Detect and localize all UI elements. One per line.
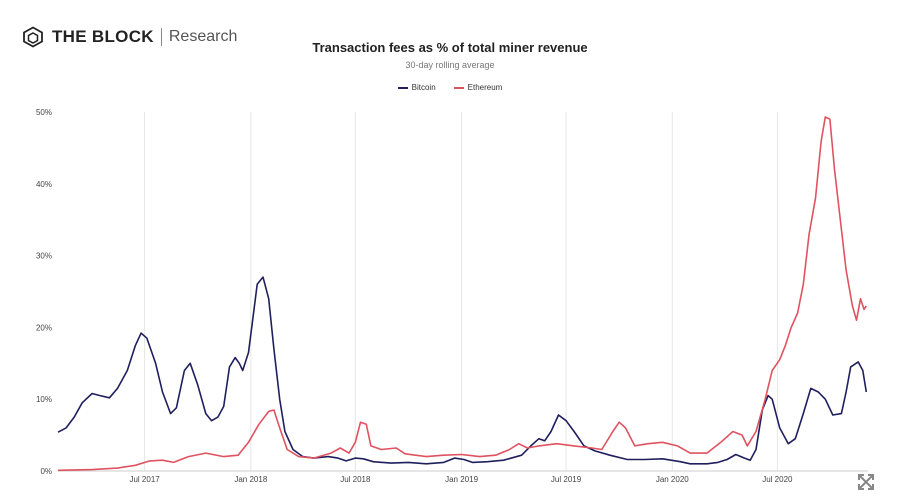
legend-item-bitcoin[interactable]: Bitcoin [397,83,436,92]
x-tick-label: Jul 2018 [340,475,371,484]
x-tick-label: Jan 2019 [445,475,478,484]
x-tick-label: Jul 2019 [551,475,582,484]
brand-divider [160,28,162,46]
y-tick-label: 20% [36,323,52,332]
legend-swatch-ethereum [453,86,464,89]
cube-icon [23,26,43,48]
chart-legend: Bitcoin Ethereum [0,83,900,92]
x-tick-label: Jul 2017 [129,475,160,484]
legend-label-ethereum: Ethereum [467,83,503,92]
chart-title: Transaction fees as % of total miner rev… [312,40,588,55]
y-tick-label: 40% [36,180,52,189]
legend-swatch-bitcoin [397,86,408,89]
chart-subtitle: 30-day rolling average [405,60,495,70]
expand-icon[interactable] [856,472,876,492]
y-tick-label: 10% [36,395,52,404]
series-line-ethereum [57,116,867,472]
series-line-bitcoin [57,276,868,465]
legend-item-ethereum[interactable]: Ethereum [453,83,503,92]
x-tick-label: Jul 2020 [762,475,793,484]
y-tick-label: 50% [36,108,52,117]
brand-section: Research [168,28,238,45]
x-tick-label: Jan 2020 [656,475,689,484]
legend-label-bitcoin: Bitcoin [411,83,436,92]
brand-logo: THE BLOCK Research [22,24,237,50]
y-tick-label: 0% [40,467,52,476]
y-tick-label: 30% [36,252,52,261]
x-tick-label: Jan 2018 [234,475,267,484]
brand-name: THE BLOCK [52,27,154,46]
